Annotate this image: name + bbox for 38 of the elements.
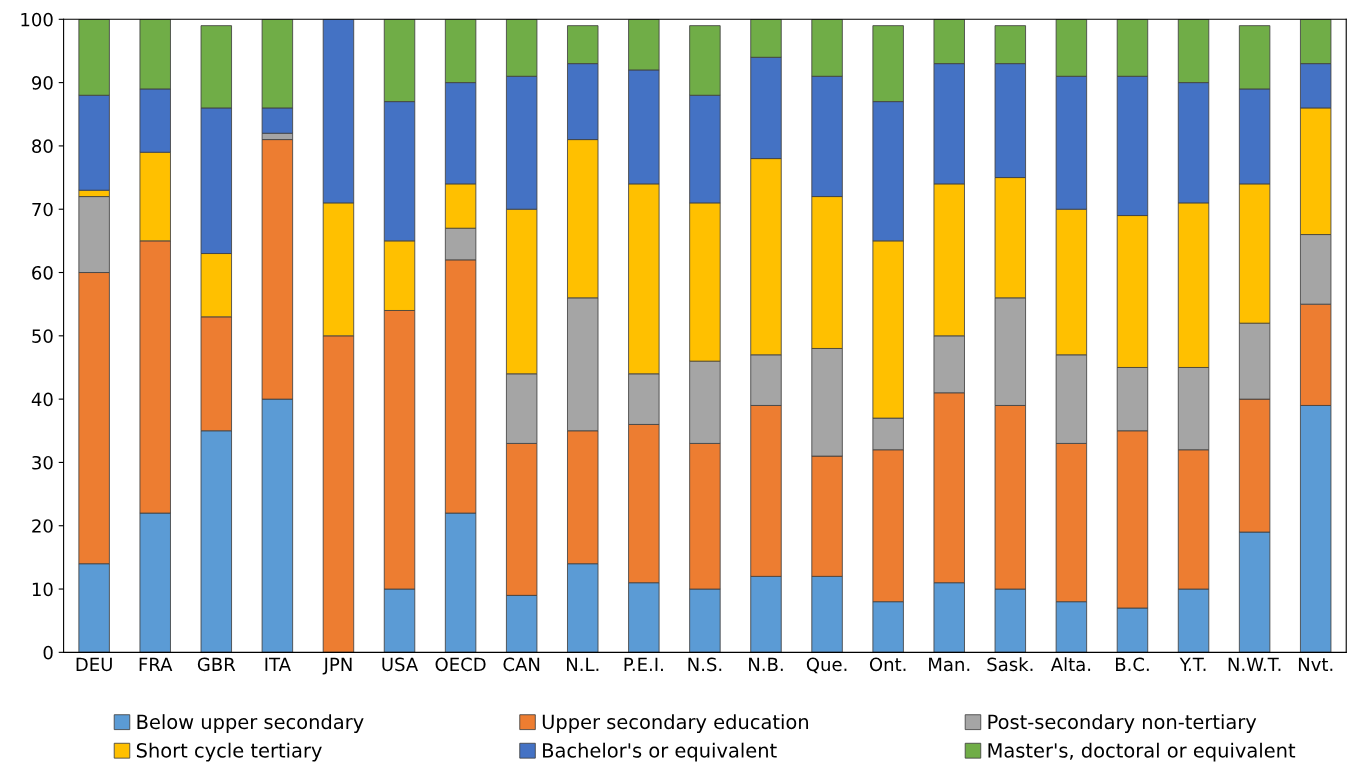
y-tick-label: 50: [32, 329, 53, 343]
x-tick-label: P.E.I.: [624, 657, 663, 671]
x-tick-label: N.W.T.: [1228, 657, 1281, 671]
x-tick-label: USA: [382, 657, 419, 672]
y-tick-label: 40: [31, 392, 53, 407]
y-tick-label: 100: [21, 12, 53, 27]
x-tick-label: Alta.: [1050, 657, 1091, 672]
y-tick-label: 10: [32, 582, 53, 597]
x-tick-label: DEU: [76, 657, 112, 672]
x-tick-label: Nvt.: [1298, 657, 1333, 671]
x-tick-label: ITA: [265, 657, 291, 671]
x-tick-label: Ont.: [869, 657, 906, 672]
x-tick-label: Que.: [806, 657, 847, 674]
x-tick-label: CAN: [503, 657, 540, 672]
legend-label: Bachelor's or equivalent: [543, 742, 777, 762]
legend-label: Below upper secondary: [137, 714, 364, 733]
y-tick-label: 90: [32, 76, 53, 90]
x-tick-label: B.C.: [1116, 657, 1149, 672]
legend-label: Short cycle tertiary: [136, 742, 322, 762]
x-tick-label: Man.: [929, 657, 970, 672]
y-tick-label: 20: [32, 519, 53, 533]
y-tick-label: 70: [32, 202, 53, 217]
x-tick-label: Sask.: [987, 657, 1033, 672]
x-tick-label: N.L.: [567, 657, 599, 671]
x-tick-label: GBR: [197, 657, 236, 672]
legend-label: Master's, doctoral or equivalent: [988, 742, 1296, 762]
y-tick-label: 60: [32, 265, 53, 280]
x-tick-label: N.S.: [688, 657, 722, 672]
y-tick-label: 0: [43, 645, 53, 660]
x-tick-label: JPN: [322, 657, 352, 675]
legend-label: Upper secondary education: [542, 714, 808, 733]
legend-label: Post-secondary non-tertiary: [988, 714, 1257, 733]
y-tick-label: 80: [32, 139, 53, 154]
x-tick-label: OECD: [435, 657, 486, 672]
x-tick-label: N.B.: [749, 657, 783, 671]
y-tick-label: 30: [32, 455, 53, 470]
x-tick-label: Y.T.: [1179, 657, 1206, 671]
x-tick-label: FRA: [139, 657, 173, 671]
